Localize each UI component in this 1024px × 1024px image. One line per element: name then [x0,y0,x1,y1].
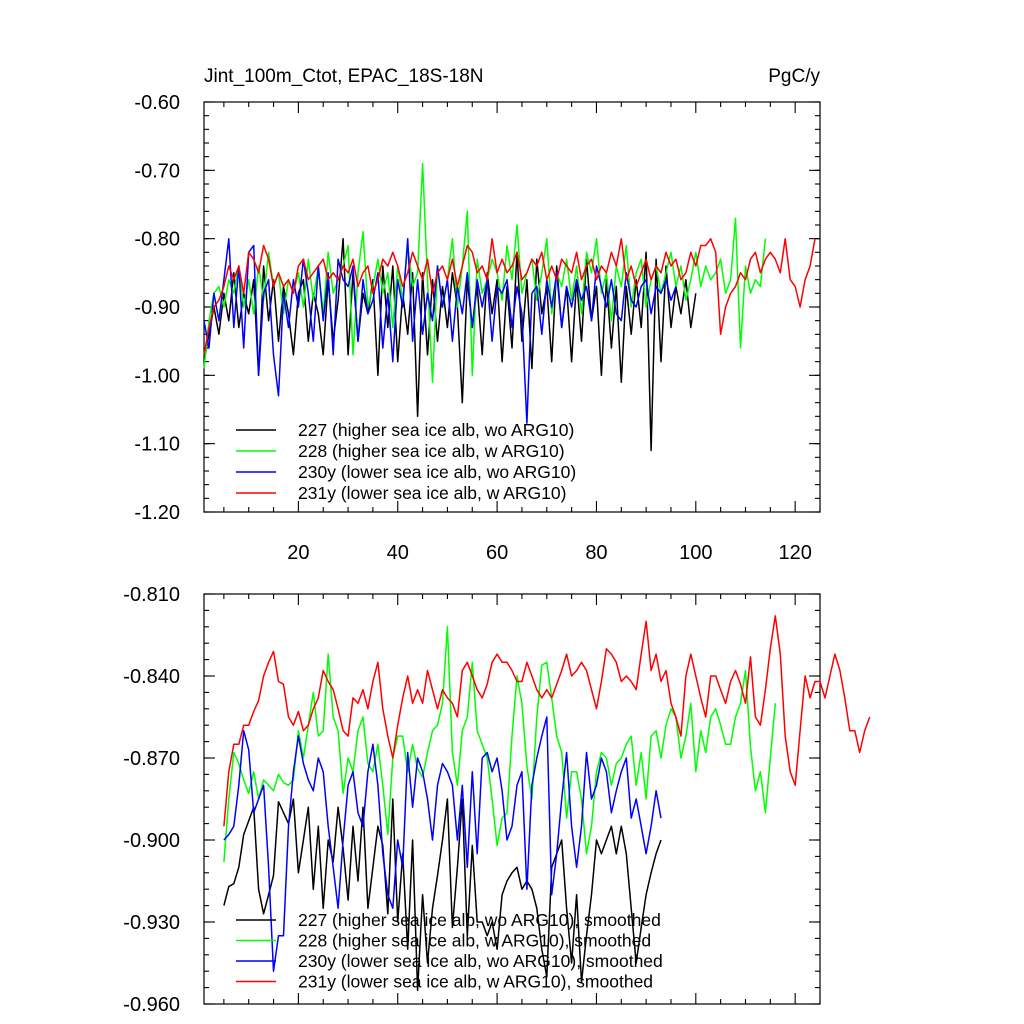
y-tick-label: -0.840 [123,666,180,688]
legend-label: 228 (higher sea ice alb, w ARG10), smoot… [298,931,651,951]
y-tick-label: -1.20 [134,502,180,524]
y-axis-tick-labels: -0.810 -0.840 -0.870 -0.900 -0.930 -0.960 [123,584,180,1016]
y-tick-label: -0.60 [134,92,180,114]
series-line [223,716,662,972]
y-tick-label: -0.930 [123,912,180,934]
y-tick-label: -0.960 [123,994,180,1016]
series-line [223,615,871,827]
x-tick-label: 100 [679,542,712,564]
legend: 227 (higher sea ice alb, wo ARG10)228 (h… [236,420,576,503]
axis-ticks [204,101,821,513]
legend-label: 231y (lower sea ice alb, w ARG10) [298,483,566,503]
y-tick-label: -0.70 [134,160,180,182]
y-tick-label: -0.90 [134,297,180,319]
plot-frame [203,593,821,1005]
legend: 227 (higher sea ice alb, wo ARG10), smoo… [236,910,663,992]
y-tick-label: -0.870 [123,748,180,770]
legend-label: 231y (lower sea ice alb, w ARG10), smoot… [298,972,653,992]
y-axis-tick-labels: -0.60 -0.70 -0.80 -0.90 -1.00 -1.10 -1.20 [134,92,180,524]
series-line [203,162,767,383]
series-line [223,798,662,992]
series-line [203,237,816,355]
units-label: PgC/y [768,66,820,87]
bottom-plot-panel: -0.810 -0.840 -0.870 -0.900 -0.930 -0.960 227… [123,584,871,1016]
y-tick-label: -0.80 [134,229,180,251]
x-tick-label: 40 [387,542,409,564]
legend-label: 227 (higher sea ice alb, wo ARG10) [298,420,574,440]
y-tick-label: -0.810 [123,584,180,606]
y-tick-label: -0.900 [123,830,180,852]
axis-ticks [204,593,821,1005]
x-tick-label: 60 [486,542,508,564]
legend-label: 227 (higher sea ice alb, wo ARG10), smoo… [298,910,661,930]
y-tick-label: -1.00 [134,365,180,387]
x-tick-label: 120 [778,542,811,564]
series-line [203,237,677,424]
y-tick-label: -1.10 [134,434,180,456]
chart-title: Jint_100m_Ctot, EPAC_18S-18N [204,66,484,87]
legend-label: 230y (lower sea ice alb, wo ARG10), smoo… [298,951,663,971]
legend-label: 230y (lower sea ice alb, wo ARG10) [298,462,576,482]
x-axis-tick-labels: 20 40 60 80 100 120 [287,542,812,564]
x-tick-label: 20 [287,542,309,564]
top-plot-panel: Jint_100m_Ctot, EPAC_18S-18N PgC/y -0.60… [134,66,821,564]
legend-label: 228 (higher sea ice alb, w ARG10) [298,441,565,461]
x-tick-label: 80 [585,542,607,564]
series-line [223,626,777,862]
series-lines [223,615,871,992]
series-lines [203,162,816,452]
